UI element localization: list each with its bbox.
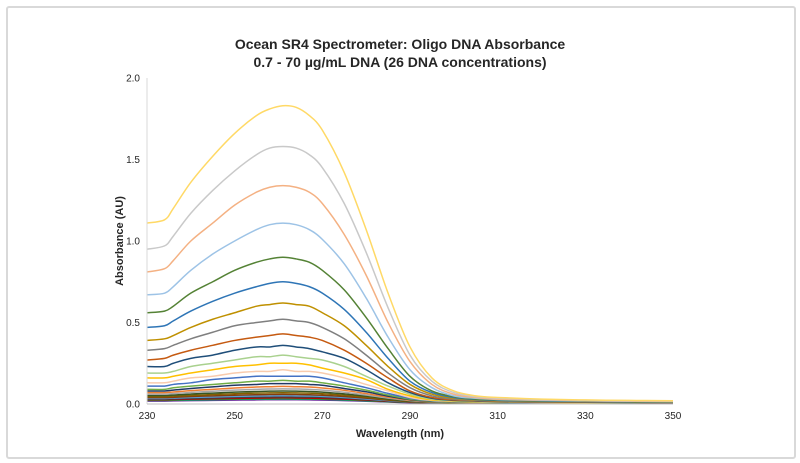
y-tick-label: 1.5 [126,155,140,166]
chart-title: Ocean SR4 Spectrometer: Oligo DNA Absorb… [235,36,566,52]
x-tick-label: 310 [489,411,506,422]
x-tick-label: 290 [402,411,419,422]
x-tick-label: 330 [577,411,594,422]
y-tick-labels: 0.0 0.5 1.0 1.5 2.0 [126,74,140,411]
y-tick-label: 2.0 [126,74,140,85]
y-tick-label: 1.0 [126,237,140,248]
x-tick-label: 250 [226,411,243,422]
series-layer [146,104,674,405]
series-line [146,145,674,402]
series-line [146,256,674,403]
series-line [146,184,674,403]
x-tick-label: 230 [139,411,156,422]
x-axis-label: Wavelength (nm) [356,428,445,440]
y-axis-label: Absorbance (AU) [114,196,126,286]
y-tick-label: 0.0 [126,400,140,411]
x-tick-label: 350 [665,411,682,422]
series-line [146,104,674,402]
x-tick-labels: 230 250 270 290 310 330 350 [139,411,682,422]
chart-frame [6,6,796,459]
chart-subtitle: 0.7 - 70 µg/mL DNA (26 DNA concentration… [253,54,546,70]
y-tick-label: 0.5 [126,318,140,329]
x-tick-label: 270 [314,411,331,422]
